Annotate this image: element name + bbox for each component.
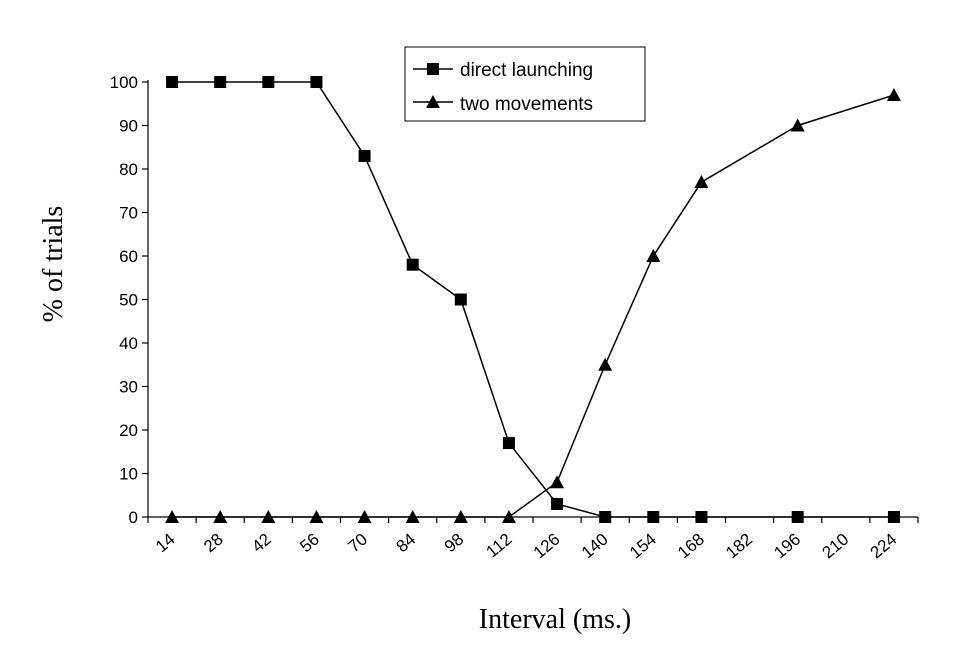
data-point-two-movements [213, 510, 228, 523]
x-tick-label: 28 [200, 530, 227, 557]
legend-box [404, 46, 646, 122]
legend: direct launching two movements [404, 46, 646, 122]
x-tick-label: 168 [674, 530, 708, 563]
data-point-two-movements [694, 175, 709, 189]
x-tick-label: 140 [578, 530, 612, 563]
series-line-direct-launching [172, 81, 894, 518]
data-point-direct-launching [454, 293, 467, 306]
legend-item-direct-launching: direct launching [413, 60, 593, 81]
y-tick-label: 90 [119, 117, 138, 136]
y-tick-label: 70 [119, 204, 138, 223]
data-point-two-movements [309, 510, 324, 523]
data-point-direct-launching [166, 76, 179, 88]
x-tick-label: 126 [530, 530, 564, 563]
data-point-two-movements [501, 510, 516, 523]
x-tick-label: 84 [393, 530, 420, 557]
x-tick-label: 196 [770, 530, 804, 563]
y-axis-title: % of trials [38, 206, 69, 323]
data-point-two-movements [261, 510, 276, 523]
data-point-direct-launching [310, 76, 323, 88]
x-axis-title: Interval (ms.) [479, 604, 631, 635]
data-point-two-movements [646, 249, 661, 262]
x-tick-label: 112 [483, 530, 516, 562]
y-tick-label: 30 [119, 378, 138, 397]
x-tick-label: 154 [626, 530, 660, 563]
data-point-direct-launching [502, 437, 515, 450]
y-tick-label: 40 [119, 334, 138, 353]
data-point-direct-launching [791, 511, 804, 523]
y-tick-label: 80 [119, 160, 138, 179]
x-tick-label: 70 [344, 530, 371, 557]
y-tick-label: 50 [119, 291, 138, 310]
data-point-direct-launching [887, 511, 900, 523]
x-tick-label: 42 [248, 530, 275, 557]
series-line-two-movements [172, 94, 895, 518]
data-point-two-movements [165, 510, 180, 523]
x-tick-label: 182 [722, 530, 756, 563]
data-point-direct-launching [551, 497, 564, 510]
data-point-direct-launching [358, 149, 371, 162]
data-point-two-movements [598, 357, 613, 371]
x-axis: 14 28 42 56 70 84 98 112 126 140 154 168 182 196 210 22… [147, 516, 919, 563]
y-tick-label: 20 [119, 421, 138, 440]
y-tick-label: 60 [119, 247, 138, 266]
x-tick-label: 98 [441, 530, 468, 557]
legend-square-marker [427, 63, 439, 75]
data-point-two-movements [550, 475, 565, 489]
y-tick-label: 0 [129, 508, 138, 527]
x-tick-label: 210 [818, 530, 852, 563]
series-layer [165, 76, 901, 523]
x-tick-label: 56 [296, 530, 323, 557]
data-point-direct-launching [406, 258, 419, 271]
y-tick-label: 10 [119, 465, 138, 484]
data-point-direct-launching [599, 511, 612, 523]
legend-item-two-movements: two movements [413, 94, 593, 115]
data-point-two-movements [405, 510, 420, 523]
data-point-direct-launching [647, 511, 660, 523]
legend-label-direct-launching: direct launching [460, 60, 593, 81]
data-point-direct-launching [695, 511, 708, 523]
legend-triangle-marker [426, 95, 440, 108]
data-point-direct-launching [214, 76, 227, 88]
data-point-two-movements [453, 510, 468, 523]
x-tick-label: 224 [867, 530, 901, 563]
data-point-two-movements [790, 118, 805, 132]
data-point-two-movements [886, 88, 901, 102]
data-point-direct-launching [262, 76, 275, 88]
data-point-two-movements [357, 510, 372, 523]
y-axis: 0 10 20 30 40 50 60 70 80 90 100 [110, 73, 149, 527]
y-tick-label: 100 [110, 73, 138, 92]
legend-label-two-movements: two movements [460, 94, 593, 115]
x-tick-label: 14 [152, 530, 179, 557]
